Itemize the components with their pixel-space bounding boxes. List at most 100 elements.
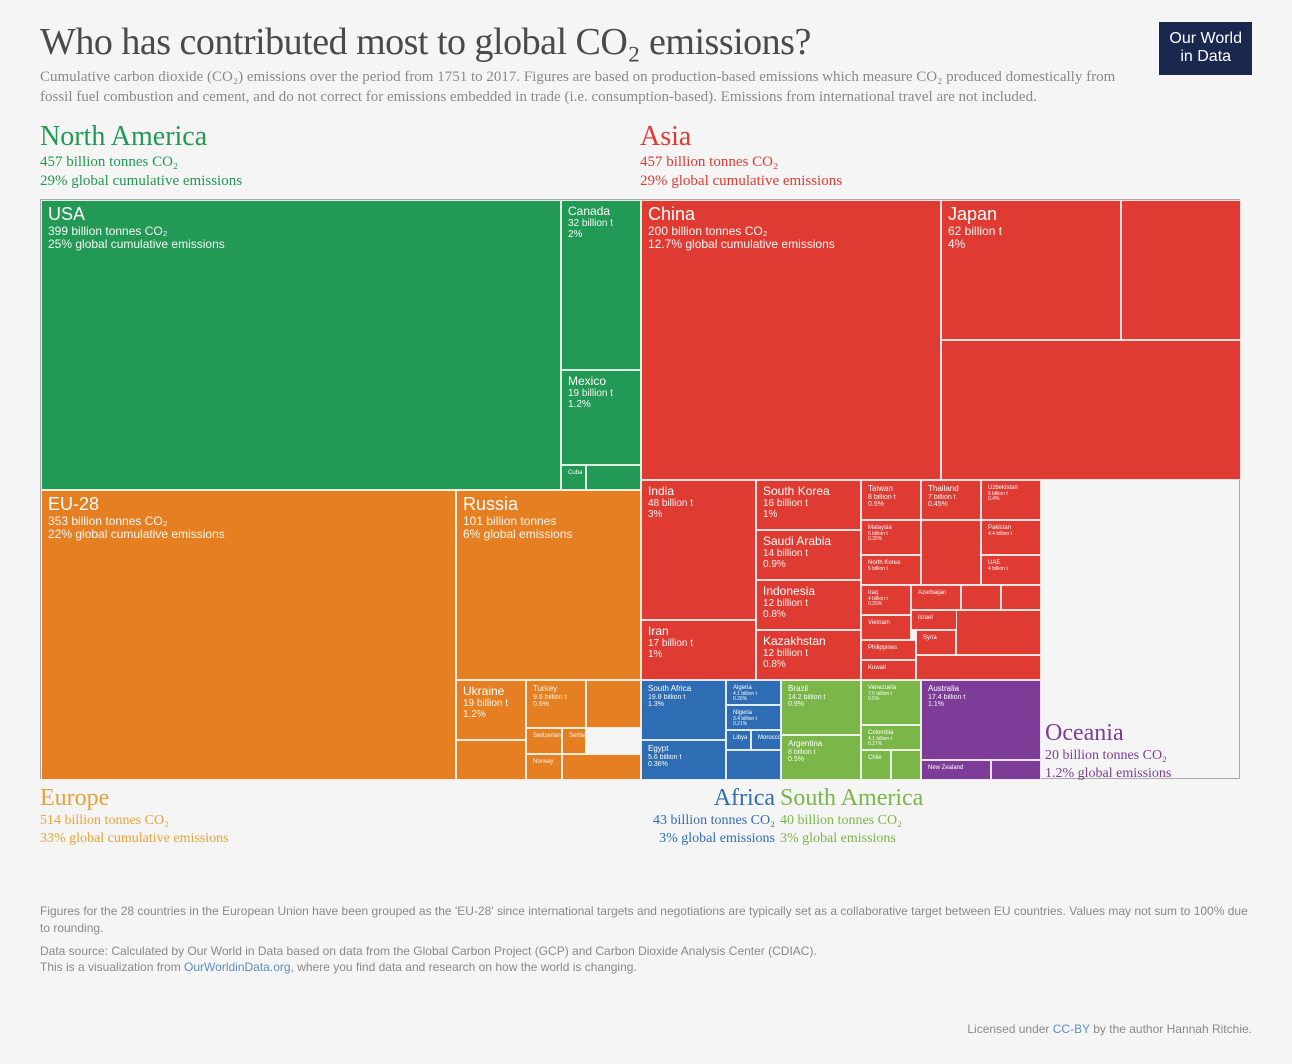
cell-value: 17 billion t <box>648 638 749 649</box>
cell-name: Russia <box>463 495 634 515</box>
footnotes: Figures for the 28 countries in the Euro… <box>40 903 1252 976</box>
license-pre: Licensed under <box>967 1022 1052 1036</box>
chart-subtitle: Cumulative carbon dioxide (CO₂) emission… <box>40 68 1120 107</box>
cell-value: 19.8 billion t <box>648 694 719 702</box>
region-name: South America <box>780 785 923 812</box>
cell-name: Saudi Arabia <box>763 535 854 548</box>
treemap-cell-eu_misc1 <box>586 680 641 728</box>
cell-value: 14 billion t <box>763 548 854 559</box>
region-value: 457 billion tonnes CO₂ <box>40 153 242 172</box>
cell-name: Thailand <box>928 485 974 494</box>
treemap-cell-taiwan: Taiwan8 billion t0.5% <box>861 480 921 520</box>
treemap-chart: USA399 billion tonnes CO₂25% global cumu… <box>40 199 1240 779</box>
treemap-cell-usa: USA399 billion tonnes CO₂25% global cumu… <box>41 200 561 490</box>
cell-name: Kazakhstan <box>763 635 854 648</box>
cell-value: 19 billion t <box>568 388 634 399</box>
cell-name: Australia <box>928 685 1034 694</box>
treemap-cell-algeria: Algeria4.1 billion t0.26% <box>726 680 781 705</box>
logo-line-1: Our World <box>1169 30 1242 48</box>
treemap-cell-nz: New Zealand <box>921 760 991 780</box>
cell-pct: 0.36% <box>648 761 719 769</box>
cell-pct: 0.6% <box>533 701 579 709</box>
cell-name: Canada <box>568 205 634 218</box>
cell-value: 353 billion tonnes CO₂ <box>48 515 449 528</box>
cell-name: Morocco <box>758 735 774 742</box>
cell-name: Iran <box>648 625 749 638</box>
cell-pct: 0.25% <box>868 602 904 608</box>
cell-value: 4 billion t <box>988 567 1034 573</box>
treemap-cell-saudi: Saudi Arabia14 billion t0.9% <box>756 530 861 580</box>
cell-value: 8 billion t <box>788 749 854 757</box>
treemap-cell-azer: Azerbaijan <box>911 585 961 610</box>
cc-by-link[interactable]: CC-BY <box>1053 1022 1090 1036</box>
treemap-cell-argentina: Argentina8 billion t0.5% <box>781 735 861 780</box>
cell-value: 9.6 billion t <box>533 694 579 702</box>
cell-name: EU-28 <box>48 495 449 515</box>
treemap-cell-australia: Australia17.4 billion t1.1% <box>921 680 1041 760</box>
treemap-cell-syria: Syria <box>916 630 956 655</box>
cell-pct: 25% global cumulative emissions <box>48 238 554 251</box>
cell-name: Chile <box>868 755 884 762</box>
treemap-cell-brazil: Brazil14.2 billion t0.9% <box>781 680 861 735</box>
cell-name: India <box>648 485 749 498</box>
region-name: Europe <box>40 785 229 812</box>
treemap-cell-skorea: South Korea16 billion t1% <box>756 480 861 530</box>
treemap-cell-eu_misc2 <box>562 754 641 780</box>
treemap-cell-morocco: Morocco <box>751 730 781 750</box>
cell-name: Libya <box>733 735 744 742</box>
cell-value: 101 billion tonnes <box>463 515 634 528</box>
cell-name: China <box>648 205 934 225</box>
treemap-cell-singapore <box>1001 585 1041 610</box>
cell-value: 32 billion t <box>568 218 634 229</box>
cell-name: Vietnam <box>868 620 904 627</box>
treemap-cell-na_misc1 <box>586 465 641 490</box>
treemap-cell-uzbek: Uzbekistan5 billion t0.4% <box>981 480 1041 520</box>
header: Who has contributed most to global CO₂ e… <box>40 20 1252 107</box>
cell-name: Syria <box>923 635 949 642</box>
cell-pct: 1.3% <box>648 701 719 709</box>
cell-pct: 6% global emissions <box>463 528 634 541</box>
region-label-europe: Europe 514 billion tonnes CO₂ 33% global… <box>40 785 229 847</box>
region-name: Africa <box>640 785 775 812</box>
cell-pct: 1.2% <box>568 399 634 410</box>
region-pct: 3% global emissions <box>640 830 775 848</box>
logo-line-2: in Data <box>1169 48 1242 66</box>
cell-name: Cuba <box>568 470 579 477</box>
region-name: North America <box>40 121 242 153</box>
chart-title: Who has contributed most to global CO₂ e… <box>40 20 1252 64</box>
treemap-cell-venez: Venezuela7.6 billion t0.5% <box>861 680 921 725</box>
region-labels-top: North America 457 billion tonnes CO₂ 29%… <box>40 121 1252 199</box>
treemap-cell-canada: Canada32 billion t2% <box>561 200 641 370</box>
cell-name: Ukraine <box>463 685 519 698</box>
treemap-cell-mexico: Mexico19 billion t1.2% <box>561 370 641 465</box>
treemap-cell-indonesia: Indonesia12 billion t0.8% <box>756 580 861 630</box>
treemap-cell-israel: Israel <box>911 610 961 630</box>
cell-name: New Zealand <box>928 765 984 772</box>
treemap-cell-russia: Russia101 billion tonnes6% global emissi… <box>456 490 641 680</box>
treemap-cell-colombia: Colombia4.1 billion t0.27% <box>861 725 921 750</box>
owid-link[interactable]: OurWorldinData.org <box>184 960 291 974</box>
treemap-cell-japan3 <box>941 340 1241 480</box>
cell-name: Japan <box>948 205 1114 225</box>
cell-value: 48 billion t <box>648 498 749 509</box>
cell-value: 7 billion t <box>928 494 974 502</box>
footnote-eu28: Figures for the 28 countries in the Euro… <box>40 903 1252 937</box>
cell-name: Kuwait <box>868 665 909 672</box>
cell-pct: 0.27% <box>868 742 914 748</box>
cell-name: Turkey <box>533 685 579 694</box>
owid-logo: Our World in Data <box>1159 22 1252 75</box>
cell-value: 14.2 billion t <box>788 694 854 702</box>
region-label-oceania: Oceania 20 billion tonnes CO₂ 1.2% globa… <box>1045 720 1171 782</box>
cell-pct: 0.4% <box>988 497 1034 503</box>
region-label-africa: Africa 43 billion tonnes CO₂ 3% global e… <box>640 785 775 847</box>
footnote-pre: This is a visualization from <box>40 960 184 974</box>
treemap-cell-japan2 <box>1121 200 1241 340</box>
region-pct: 29% global cumulative emissions <box>640 172 842 191</box>
cell-value: 5.6 billion t <box>648 754 719 762</box>
cell-name: Serbia <box>569 733 579 740</box>
license-text: Licensed under CC-BY by the author Hanna… <box>967 1022 1252 1036</box>
treemap-cell-norway: Norway <box>526 754 562 780</box>
cell-value: 19 billion t <box>463 698 519 709</box>
region-value: 20 billion tonnes CO₂ <box>1045 747 1171 765</box>
cell-name: Israel <box>918 615 954 622</box>
